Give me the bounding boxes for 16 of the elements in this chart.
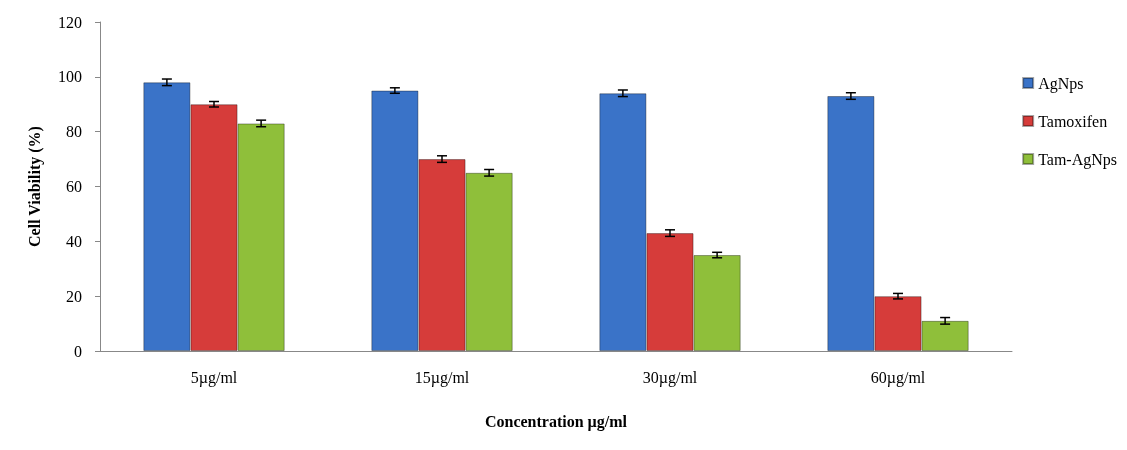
x-tick-label: 30µg/ml: [642, 368, 698, 387]
y-tick-label: 60: [66, 178, 82, 195]
x-axis-title: Concentration µg/ml: [484, 412, 628, 431]
x-tick-label: 60µg/ml: [870, 368, 926, 387]
y-tick-label: 120: [58, 13, 82, 31]
x-tick-label: 15µg/ml: [414, 368, 470, 387]
y-axis-title: Cell Viability (%): [25, 126, 44, 247]
y-tick-label: 0: [74, 342, 82, 360]
x-tick-label: 5µg/ml: [190, 368, 238, 387]
legend-label: Tam-AgNps: [1038, 150, 1118, 169]
y-tick-label: 40: [66, 232, 82, 250]
y-tick-label: 100: [58, 68, 82, 86]
y-tick-label: 80: [66, 123, 82, 141]
legend-label: Tamoxifen: [1038, 112, 1108, 130]
y-tick-label: 20: [66, 287, 82, 305]
legend-label: AgNps: [1038, 74, 1084, 93]
